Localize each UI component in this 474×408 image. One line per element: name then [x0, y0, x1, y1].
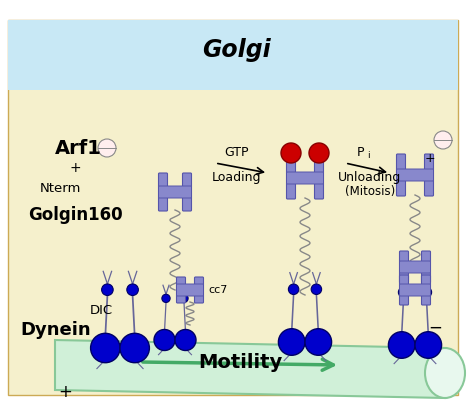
Ellipse shape [388, 332, 415, 358]
Text: +: + [69, 161, 81, 175]
Polygon shape [8, 20, 458, 90]
Text: Golgin160: Golgin160 [28, 206, 123, 224]
Ellipse shape [305, 329, 332, 355]
FancyBboxPatch shape [400, 251, 409, 283]
Text: (Mitosis): (Mitosis) [345, 186, 395, 199]
Ellipse shape [98, 139, 116, 157]
FancyBboxPatch shape [315, 157, 323, 199]
Ellipse shape [415, 332, 442, 358]
Ellipse shape [127, 284, 138, 295]
FancyBboxPatch shape [286, 172, 323, 184]
Text: i: i [367, 151, 370, 160]
Ellipse shape [288, 284, 299, 295]
Text: Nterm: Nterm [40, 182, 82, 195]
Ellipse shape [425, 348, 465, 398]
Text: Arf1: Arf1 [55, 138, 102, 157]
FancyBboxPatch shape [176, 284, 203, 296]
FancyBboxPatch shape [400, 284, 430, 296]
Text: P: P [357, 146, 365, 158]
FancyBboxPatch shape [286, 157, 295, 199]
FancyBboxPatch shape [400, 261, 430, 273]
Text: Motility: Motility [198, 353, 282, 372]
Ellipse shape [120, 333, 149, 363]
FancyBboxPatch shape [158, 173, 167, 211]
FancyBboxPatch shape [158, 186, 191, 198]
Ellipse shape [309, 143, 329, 163]
FancyBboxPatch shape [421, 251, 430, 283]
Text: +: + [425, 151, 435, 164]
Ellipse shape [91, 333, 120, 363]
Ellipse shape [434, 131, 452, 149]
FancyBboxPatch shape [176, 277, 185, 303]
Text: Loading: Loading [212, 171, 262, 184]
Text: Golgi: Golgi [202, 38, 272, 62]
Text: Unloading: Unloading [338, 171, 401, 184]
Text: +: + [58, 383, 72, 401]
Ellipse shape [175, 330, 196, 350]
Ellipse shape [311, 284, 322, 295]
Ellipse shape [154, 330, 175, 350]
FancyBboxPatch shape [400, 275, 409, 305]
Ellipse shape [180, 294, 188, 302]
FancyBboxPatch shape [194, 277, 203, 303]
Ellipse shape [162, 294, 170, 302]
Ellipse shape [278, 329, 305, 355]
Text: cc7: cc7 [208, 285, 228, 295]
Text: −: − [428, 319, 442, 337]
FancyBboxPatch shape [425, 154, 434, 196]
Polygon shape [55, 340, 445, 398]
Ellipse shape [101, 284, 113, 295]
Ellipse shape [281, 143, 301, 163]
Ellipse shape [398, 287, 409, 297]
Text: GTP: GTP [225, 146, 249, 160]
Ellipse shape [421, 287, 432, 297]
FancyBboxPatch shape [396, 154, 405, 196]
FancyBboxPatch shape [396, 169, 434, 181]
Text: Dynein: Dynein [20, 321, 91, 339]
FancyBboxPatch shape [421, 275, 430, 305]
Polygon shape [8, 20, 458, 395]
FancyBboxPatch shape [182, 173, 191, 211]
Text: DIC: DIC [90, 304, 113, 317]
